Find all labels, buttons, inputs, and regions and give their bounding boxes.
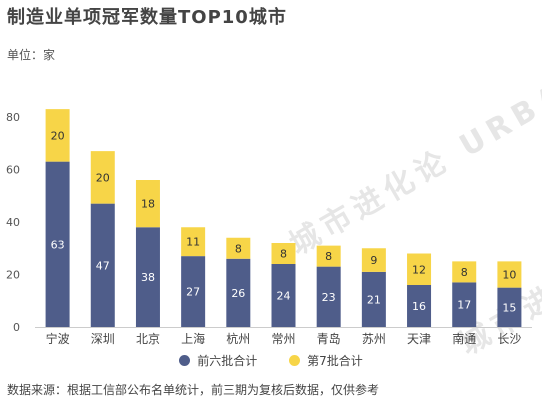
legend: 前六批合计 第7批合计 <box>0 352 542 369</box>
legend-item-series1: 前六批合计 <box>179 352 257 369</box>
data-label: 16 <box>412 300 426 313</box>
bar-series2 <box>497 261 522 288</box>
x-tick-label: 长沙 <box>497 332 521 345</box>
bar-series1 <box>497 287 522 327</box>
data-label: 9 <box>370 254 377 267</box>
bar-series1 <box>45 161 70 327</box>
y-tick-label: 80 <box>6 111 20 124</box>
data-label: 24 <box>277 290 291 303</box>
bar-series1 <box>316 266 341 327</box>
y-tick-label: 60 <box>6 164 20 177</box>
data-label: 38 <box>141 271 155 284</box>
data-label: 20 <box>51 129 65 142</box>
x-tick-label: 深圳 <box>91 332 115 345</box>
data-label: 12 <box>412 263 426 276</box>
data-label: 8 <box>280 248 287 261</box>
bar-series2 <box>271 243 296 264</box>
y-tick-label: 20 <box>6 269 20 282</box>
y-tick-label: 40 <box>6 216 20 229</box>
data-label: 8 <box>325 250 332 263</box>
x-tick-label: 上海 <box>181 331 205 345</box>
bar-series1 <box>181 256 206 327</box>
x-tick-label: 苏州 <box>362 332 386 345</box>
data-label: 20 <box>96 171 110 184</box>
data-label: 15 <box>502 301 516 314</box>
chart-title: 制造业单项冠军数量TOP10城市 <box>7 7 287 28</box>
data-label: 63 <box>51 238 65 251</box>
bar-series2 <box>181 227 206 257</box>
data-label: 27 <box>186 286 200 299</box>
legend-swatch-series1 <box>179 355 191 366</box>
legend-label-series2: 第7批合计 <box>307 354 363 368</box>
legend-swatch-series2 <box>289 355 301 366</box>
bar-series1 <box>271 264 296 327</box>
bar-series2 <box>90 151 115 204</box>
data-label: 47 <box>96 259 110 272</box>
unit-label: 单位：家 <box>7 48 56 62</box>
data-label: 17 <box>457 299 471 312</box>
legend-label-series1: 前六批合计 <box>197 354 258 368</box>
x-tick-label: 杭州 <box>226 331 250 345</box>
data-label: 8 <box>235 242 242 255</box>
data-label: 10 <box>502 269 516 282</box>
y-tick-label: 0 <box>13 321 20 334</box>
data-label: 8 <box>461 266 468 279</box>
bar-series1 <box>90 203 115 327</box>
data-label: 18 <box>141 198 155 211</box>
x-tick-label: 北京 <box>136 332 160 345</box>
bar-series2 <box>316 245 341 267</box>
bar-series2 <box>135 180 160 228</box>
bar-series2 <box>45 109 70 162</box>
x-tick-label: 青岛 <box>317 331 341 345</box>
bar-series1 <box>361 271 386 327</box>
source-note: 数据来源：根据工信部公布名单统计，前三期为复核后数据，仅供参考 <box>7 383 380 397</box>
bar-series2 <box>452 261 477 283</box>
legend-item-series2: 第7批合计 <box>289 352 363 369</box>
data-label: 11 <box>186 236 200 249</box>
data-label: 26 <box>231 287 245 300</box>
data-label: 23 <box>322 291 336 304</box>
bar-series1 <box>452 282 477 327</box>
data-label: 21 <box>367 293 381 306</box>
bar-series1 <box>135 227 160 327</box>
x-tick-label: 天津 <box>407 332 431 345</box>
bar-series2 <box>361 248 386 272</box>
bar-series1 <box>407 285 432 327</box>
bar-series2 <box>407 253 432 285</box>
x-tick-label: 南通 <box>452 331 476 345</box>
x-tick-label: 常州 <box>271 332 295 345</box>
x-tick-label: 宁波 <box>46 331 70 345</box>
bar-series2 <box>226 237 251 259</box>
bar-series1 <box>226 258 251 327</box>
stacked-bar-chart: 0 20 40 60 80 63 20 宁波 47 20 深圳 38 18 北京 27 11 上海 26 8 杭州 24… <box>6 109 532 345</box>
